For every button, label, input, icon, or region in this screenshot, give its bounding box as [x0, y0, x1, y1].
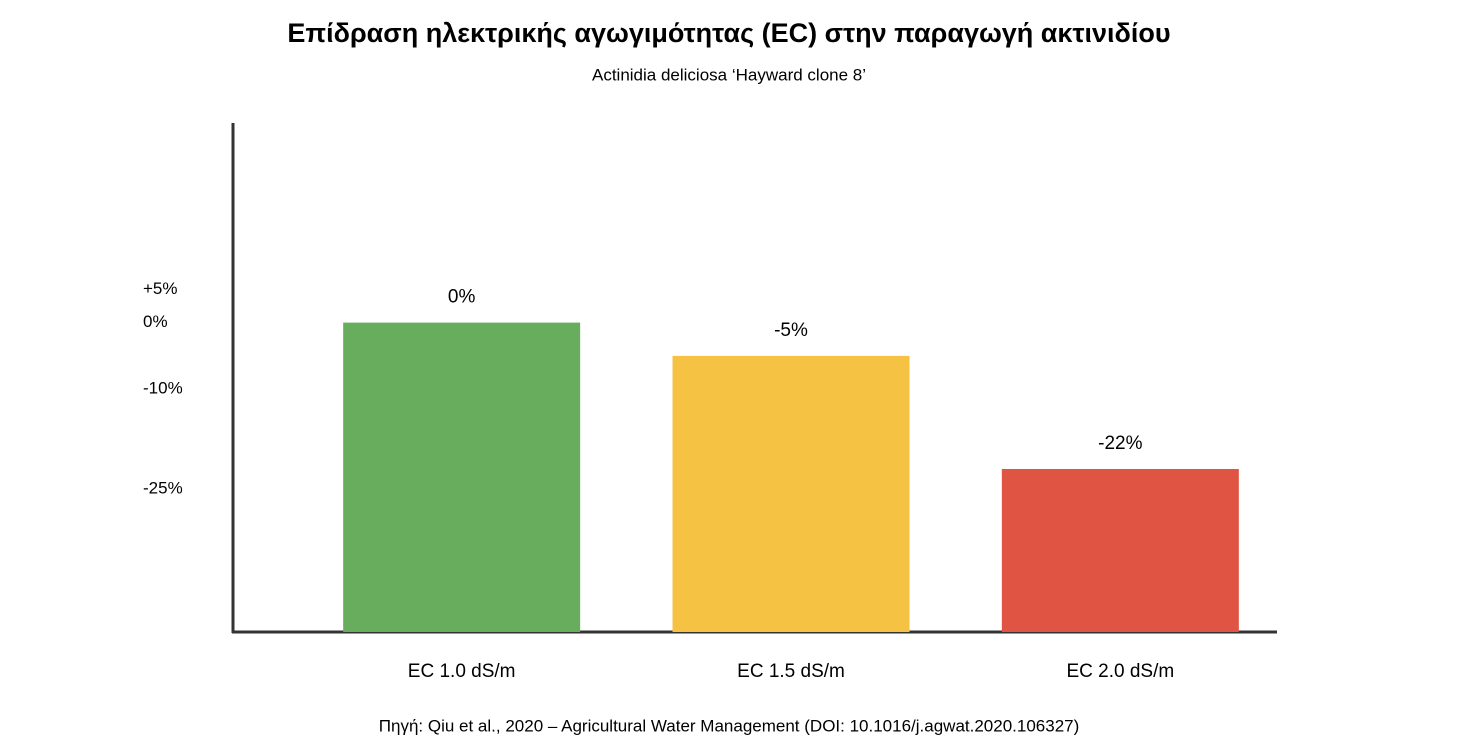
x-tick-label: EC 1.0 dS/m [408, 661, 516, 682]
y-tick-label: -10% [143, 379, 183, 398]
y-tick-label: +5% [143, 279, 178, 298]
bar [672, 355, 910, 632]
x-tick-label: EC 1.5 dS/m [737, 661, 845, 682]
bar [343, 322, 581, 632]
source-note: Πηγή: Qiu et al., 2020 – Agricultural Wa… [379, 716, 1080, 735]
bar [1001, 468, 1239, 632]
y-tick-label: 0% [143, 312, 168, 331]
y-tick-label: -25% [143, 478, 183, 497]
value-label: 0% [448, 287, 476, 308]
value-label: -22% [1098, 433, 1142, 454]
value-label: -5% [774, 320, 808, 341]
x-tick-label: EC 2.0 dS/m [1066, 661, 1174, 682]
chart-subtitle: Actinidia deliciosa ‘Hayward clone 8’ [592, 65, 866, 84]
chart-title: Επίδραση ηλεκτρικής αγωγιμότητας (EC) στ… [287, 18, 1170, 48]
